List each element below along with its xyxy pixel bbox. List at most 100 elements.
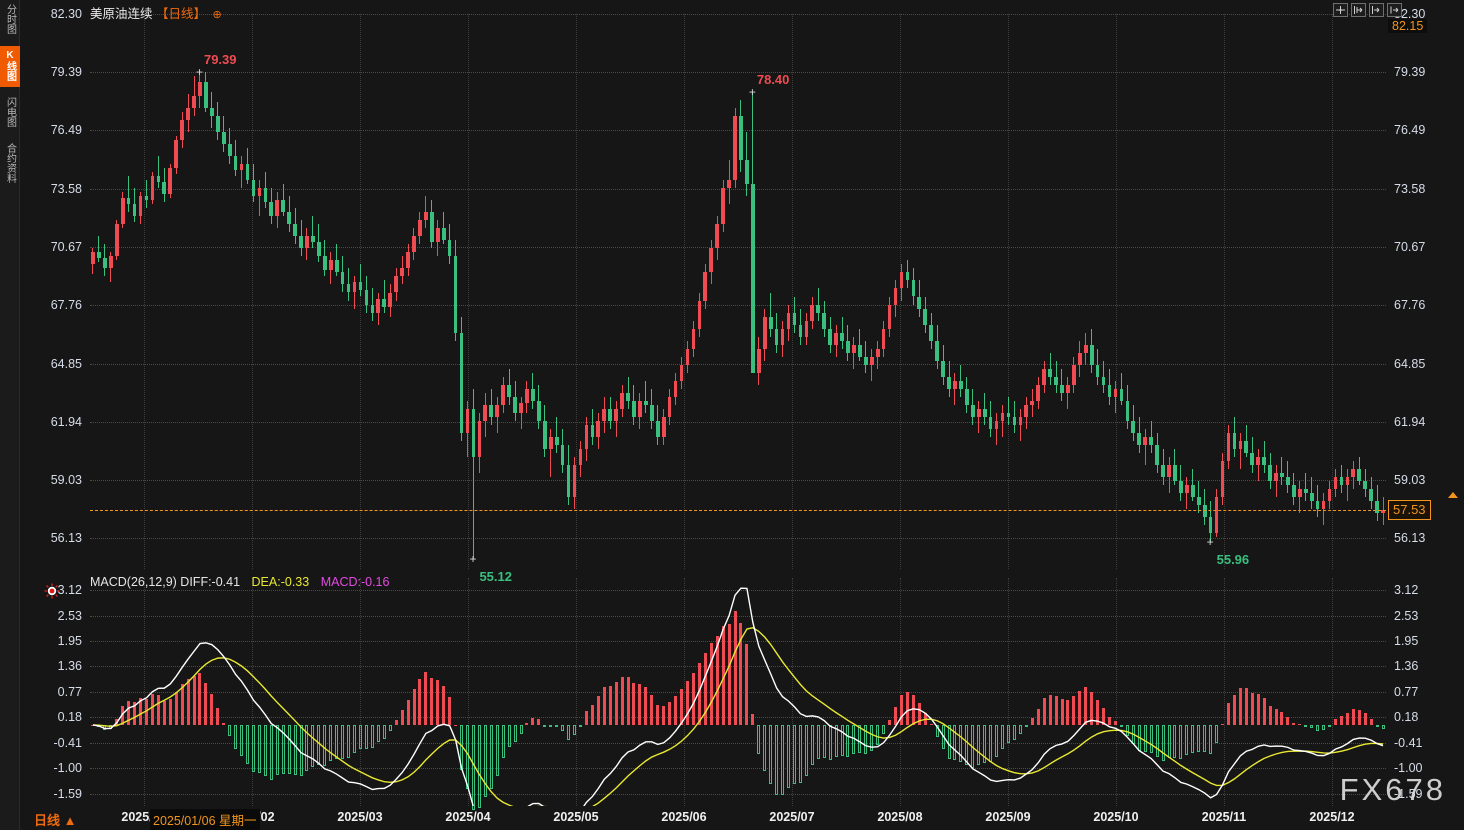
macd-histogram-bar: [477, 724, 481, 809]
chart-toolbar: [1333, 3, 1402, 17]
macd-histogram-bar: [329, 724, 333, 762]
candlestick: [732, 14, 738, 569]
sidebar-tab-lightning[interactable]: 闪电图: [0, 93, 20, 133]
candlestick: [453, 14, 459, 569]
macd-histogram-bar: [454, 724, 458, 726]
candlestick: [482, 14, 488, 569]
candle-body: [1036, 384, 1041, 401]
candle-body: [697, 300, 702, 329]
candlestick: [310, 14, 316, 569]
candle-body: [1214, 496, 1219, 533]
candle-body: [263, 188, 268, 203]
candle-wick: [282, 184, 284, 217]
macd-histogram-bar: [257, 724, 261, 774]
candle-body: [1345, 476, 1350, 485]
macd-histogram-bar: [549, 724, 553, 727]
macd-plot[interactable]: 3.12 3.12 2.53 2.53 1.95 1.95 1.36 1.36 0.77 0.77…: [54, 578, 1423, 811]
candle-body: [566, 464, 571, 497]
candle-wick: [1067, 376, 1069, 409]
period-toggle[interactable]: 日线 ▲: [34, 813, 77, 828]
macd-histogram-bar: [1316, 724, 1320, 732]
macd-histogram-bar: [287, 724, 291, 774]
macd-histogram-bar: [1018, 724, 1022, 734]
sidebar-tab-label: 闪电图: [4, 97, 16, 127]
macd-histogram-bar: [1286, 716, 1290, 725]
candlestick: [780, 14, 786, 569]
sidebar-tab-kline[interactable]: K线图: [0, 46, 20, 87]
candle-wick: [1120, 372, 1122, 405]
candlestick: [1225, 14, 1231, 569]
candle-body: [644, 400, 648, 405]
candlestick: [1362, 14, 1368, 569]
candlestick: [1279, 14, 1285, 569]
macd-histogram-bar: [525, 722, 529, 725]
candle-wick: [312, 216, 314, 249]
candle-body: [370, 304, 375, 313]
candlestick: [976, 14, 982, 569]
align-left-icon[interactable]: [1351, 3, 1366, 17]
candle-wick: [960, 364, 962, 397]
candle-body: [822, 312, 827, 329]
candlestick: [1148, 14, 1154, 569]
candle-body: [846, 340, 850, 353]
candlestick: [946, 14, 952, 569]
macd-axis-tick-right: 3.12: [1394, 583, 1419, 598]
candlestick: [940, 14, 946, 569]
candlestick: [708, 14, 714, 569]
candlestick: [720, 14, 726, 569]
candle-body: [661, 416, 666, 437]
crosshair-move-icon[interactable]: [1333, 3, 1348, 17]
candle-body: [441, 228, 446, 241]
price-plot[interactable]: 82.30 82.30 79.39 79.39 76.49 76.49 73.58 73.58…: [51, 7, 1458, 584]
candlestick: [1249, 14, 1255, 569]
candle-body: [1161, 464, 1165, 477]
align-right-icon[interactable]: [1369, 3, 1384, 17]
candle-body: [935, 340, 939, 361]
candlestick: [1118, 14, 1124, 569]
candle-body: [655, 420, 660, 437]
chart-title: 美原油连续 【日线】 ⊕: [90, 3, 222, 21]
candlestick: [684, 14, 690, 569]
candle-wick: [871, 348, 873, 381]
candle-body: [899, 272, 904, 289]
candlestick: [1029, 14, 1035, 569]
price-axis-tick-right: 67.76: [1394, 298, 1426, 313]
macd-histogram-bar: [840, 724, 844, 756]
candle-body: [382, 298, 387, 307]
sidebar-tab-contract-info[interactable]: 合约资料: [0, 139, 20, 189]
macd-histogram-bar: [1333, 718, 1337, 725]
macd-histogram-bar: [727, 624, 731, 725]
candlestick: [1083, 14, 1089, 569]
candlestick: [881, 14, 887, 569]
macd-histogram-bar: [573, 724, 576, 736]
candle-body: [840, 332, 844, 341]
macd-histogram-bar: [947, 724, 951, 759]
candlestick: [863, 14, 869, 569]
candle-wick: [241, 156, 243, 189]
macd-histogram-bar: [1351, 708, 1355, 725]
price-axis-tick: 70.67: [50, 240, 82, 255]
candle-wick: [984, 392, 986, 425]
macd-histogram-bar: [162, 700, 166, 725]
candlestick: [1315, 14, 1321, 569]
candle-body: [358, 282, 363, 291]
candle-body: [947, 376, 951, 389]
exit-icon[interactable]: [1387, 3, 1402, 17]
candlestick: [155, 14, 161, 569]
candlestick: [964, 14, 970, 569]
candle-body: [1321, 500, 1326, 509]
macd-histogram-bar: [1108, 717, 1112, 725]
candle-wick: [853, 336, 855, 369]
candlestick: [1006, 14, 1012, 569]
macd-histogram-bar: [816, 724, 820, 759]
candle-body: [994, 420, 999, 429]
alert-indicator-icon[interactable]: [44, 583, 60, 604]
candle-body: [388, 292, 393, 307]
crosshair-target-icon[interactable]: ⊕: [212, 9, 222, 21]
sidebar-tab-timeshare[interactable]: 分时图: [0, 0, 20, 40]
candlestick: [655, 14, 661, 569]
candlestick: [1332, 14, 1338, 569]
macd-histogram-bar: [792, 724, 796, 785]
macd-histogram-bar: [846, 724, 850, 757]
candlestick: [114, 14, 120, 569]
